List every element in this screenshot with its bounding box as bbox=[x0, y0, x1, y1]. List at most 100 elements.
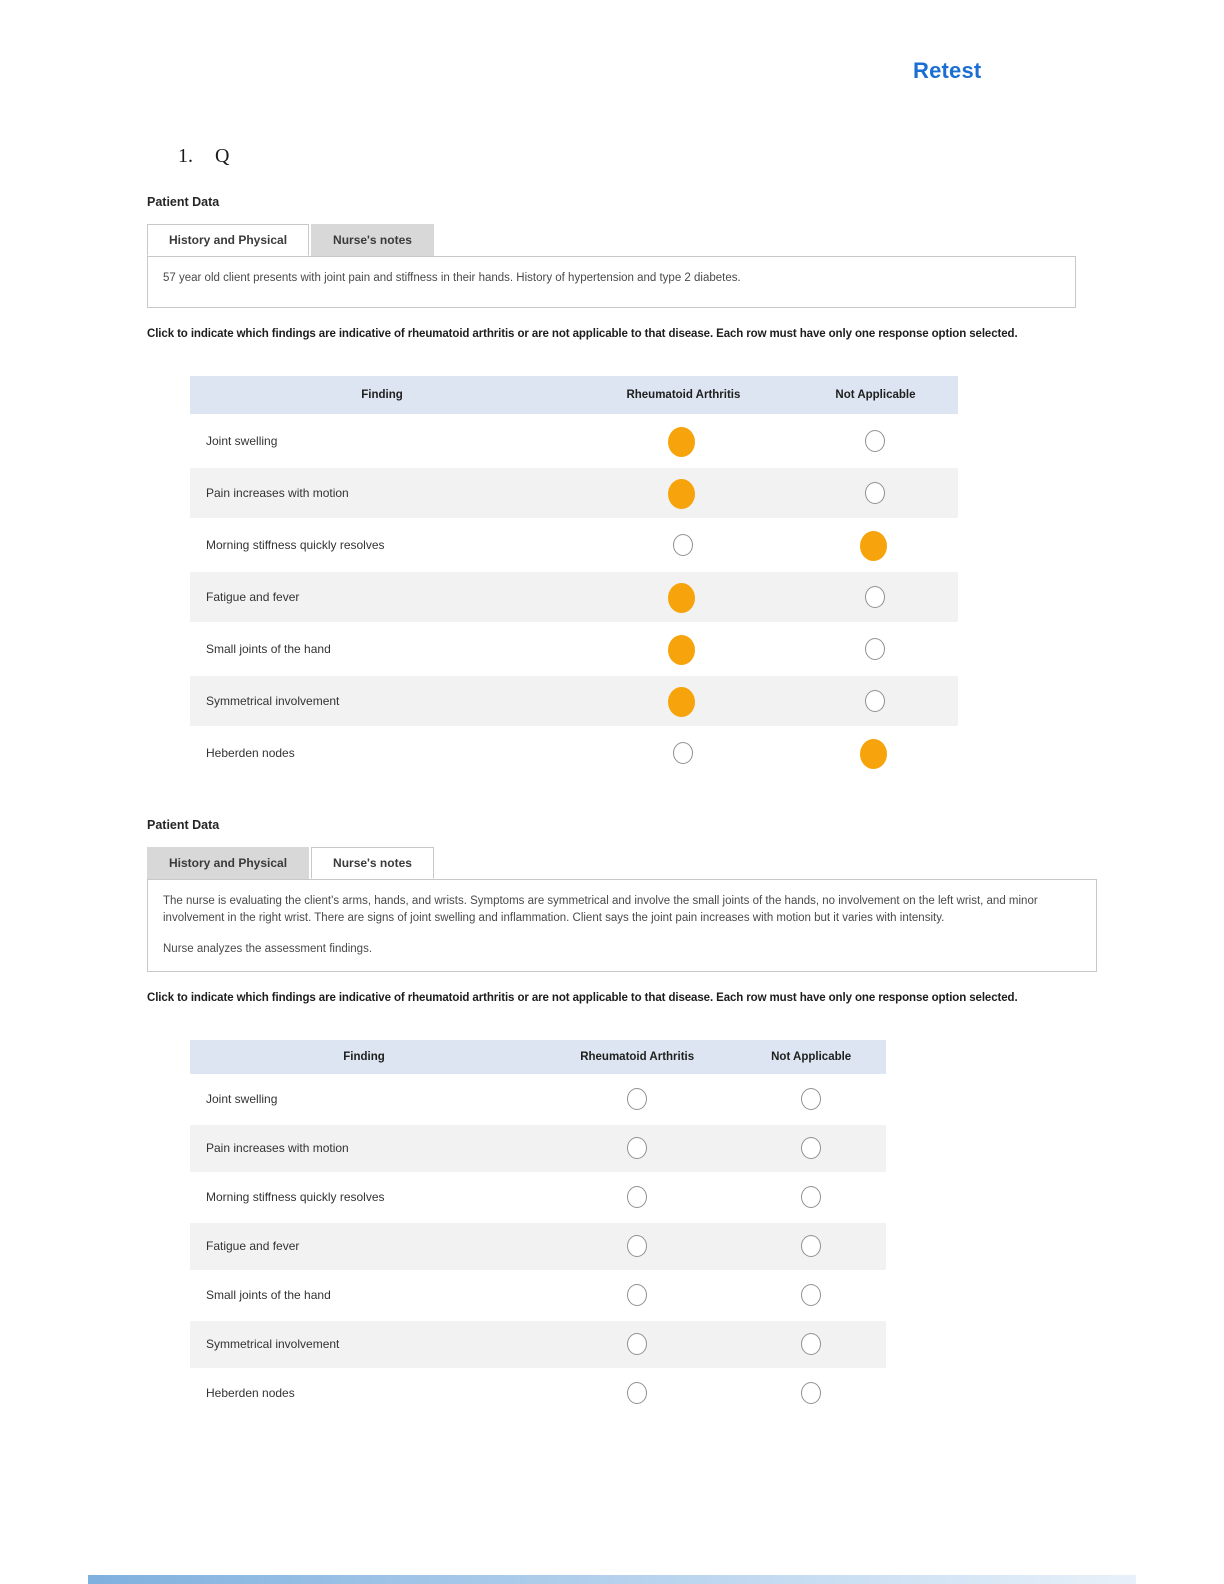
tab-history-and-physical[interactable]: History and Physical bbox=[147, 847, 310, 879]
column-header: Not Applicable bbox=[792, 376, 958, 414]
not-applicable-radio-cell bbox=[736, 1271, 886, 1319]
instruction-text: Click to indicate which findings are ind… bbox=[147, 328, 1018, 340]
finding-label: Morning stiffness quickly resolves bbox=[190, 1173, 538, 1221]
patient-data-section-1: Patient Data History and Physical Nurse's… bbox=[147, 195, 1164, 308]
rheumatoid-arthritis-radio[interactable] bbox=[627, 1088, 648, 1111]
findings-table-answered: Finding Rheumatoid Arthritis Not Applicabl… bbox=[190, 374, 958, 780]
tab-history-and-physical[interactable]: History and Physical bbox=[147, 224, 310, 256]
table-header-row: Finding Rheumatoid Arthritis Not Applicabl… bbox=[190, 1039, 886, 1074]
not-applicable-radio-cell bbox=[792, 468, 958, 518]
rheumatoid-arthritis-radio[interactable] bbox=[673, 534, 694, 556]
question-number: 1. bbox=[178, 145, 193, 167]
not-applicable-radio[interactable] bbox=[865, 482, 886, 504]
rheumatoid-arthritis-radio-cell bbox=[574, 572, 793, 622]
finding-label: Joint swelling bbox=[190, 416, 574, 466]
not-applicable-radio[interactable] bbox=[801, 1284, 822, 1307]
question-heading: 1. Q bbox=[178, 145, 1164, 168]
rheumatoid-arthritis-radio-cell bbox=[538, 1369, 737, 1417]
rheumatoid-arthritis-radio-cell bbox=[574, 520, 793, 570]
rheumatoid-arthritis-radio[interactable] bbox=[668, 427, 696, 457]
table-row: Heberden nodes bbox=[190, 728, 958, 778]
history-physical-note-box: 57 year old client presents with joint p… bbox=[147, 256, 1076, 308]
not-applicable-radio[interactable] bbox=[865, 430, 886, 452]
rheumatoid-arthritis-radio[interactable] bbox=[668, 583, 696, 613]
table-row: Fatigue and fever bbox=[190, 1222, 886, 1270]
not-applicable-radio-cell bbox=[736, 1124, 886, 1172]
note-paragraph: Nurse analyzes the assessment findings. bbox=[163, 942, 373, 955]
rheumatoid-arthritis-radio[interactable] bbox=[627, 1137, 648, 1160]
table-header-row: Finding Rheumatoid Arthritis Not Applicabl… bbox=[190, 376, 958, 414]
not-applicable-radio[interactable] bbox=[801, 1235, 822, 1258]
not-applicable-radio-cell bbox=[736, 1320, 886, 1368]
instruction-text: Click to indicate which findings are ind… bbox=[147, 991, 1018, 1004]
findings-table-blank: Finding Rheumatoid Arthritis Not Applicabl… bbox=[190, 1038, 886, 1419]
finding-label: Joint swelling bbox=[190, 1075, 538, 1123]
note-paragraph: The nurse is evaluating the client's arm… bbox=[163, 895, 1038, 925]
table-row: Morning stiffness quickly resolves bbox=[190, 1173, 886, 1221]
not-applicable-radio[interactable] bbox=[860, 739, 888, 769]
rheumatoid-arthritis-radio[interactable] bbox=[668, 687, 696, 717]
table-row: Symmetrical involvement bbox=[190, 676, 958, 726]
rheumatoid-arthritis-radio-cell bbox=[538, 1173, 737, 1221]
rheumatoid-arthritis-radio[interactable] bbox=[627, 1235, 648, 1258]
page-content: 1. Q Patient Data History and Physical Nur… bbox=[147, 145, 1164, 1419]
rheumatoid-arthritis-radio[interactable] bbox=[668, 635, 696, 665]
rheumatoid-arthritis-radio-cell bbox=[574, 728, 793, 778]
note-text: 57 year old client presents with joint p… bbox=[163, 272, 741, 284]
finding-label: Small joints of the hand bbox=[190, 624, 574, 674]
not-applicable-radio-cell bbox=[792, 728, 958, 778]
rheumatoid-arthritis-radio-cell bbox=[574, 624, 793, 674]
not-applicable-radio[interactable] bbox=[865, 586, 886, 608]
rheumatoid-arthritis-radio-cell bbox=[574, 468, 793, 518]
rheumatoid-arthritis-radio-cell bbox=[538, 1222, 737, 1270]
retest-title: Retest bbox=[913, 58, 982, 83]
tab-nurse-s-notes[interactable]: Nurse's notes bbox=[311, 847, 434, 879]
rheumatoid-arthritis-radio[interactable] bbox=[627, 1382, 648, 1405]
column-header: Not Applicable bbox=[736, 1039, 886, 1074]
rheumatoid-arthritis-radio[interactable] bbox=[627, 1333, 648, 1356]
bottom-accent-bar bbox=[88, 1575, 1136, 1584]
patient-data-heading: Patient Data bbox=[147, 818, 220, 832]
finding-label: Symmetrical involvement bbox=[190, 1320, 538, 1368]
rheumatoid-arthritis-radio[interactable] bbox=[673, 742, 694, 764]
rheumatoid-arthritis-radio[interactable] bbox=[627, 1284, 648, 1307]
column-header: Finding bbox=[190, 376, 574, 414]
table-row: Symmetrical involvement bbox=[190, 1320, 886, 1368]
finding-label: Heberden nodes bbox=[190, 1369, 538, 1417]
finding-label: Pain increases with motion bbox=[190, 1124, 538, 1172]
not-applicable-radio[interactable] bbox=[865, 690, 886, 712]
rheumatoid-arthritis-radio[interactable] bbox=[627, 1186, 648, 1209]
table-row: Fatigue and fever bbox=[190, 572, 958, 622]
not-applicable-radio[interactable] bbox=[801, 1333, 822, 1356]
not-applicable-radio-cell bbox=[792, 416, 958, 466]
question-label: Q bbox=[215, 145, 230, 167]
rheumatoid-arthritis-radio-cell bbox=[538, 1075, 737, 1123]
finding-label: Morning stiffness quickly resolves bbox=[190, 520, 574, 570]
not-applicable-radio-cell bbox=[792, 520, 958, 570]
rheumatoid-arthritis-radio-cell bbox=[574, 676, 793, 726]
not-applicable-radio-cell bbox=[792, 624, 958, 674]
table-row: Small joints of the hand bbox=[190, 1271, 886, 1319]
not-applicable-radio[interactable] bbox=[801, 1088, 822, 1111]
not-applicable-radio[interactable] bbox=[801, 1186, 822, 1209]
patient-data-tabs: History and Physical Nurse's notes bbox=[147, 224, 1164, 256]
not-applicable-radio[interactable] bbox=[860, 531, 888, 561]
finding-label: Small joints of the hand bbox=[190, 1271, 538, 1319]
tab-nurse-s-notes[interactable]: Nurse's notes bbox=[311, 224, 434, 256]
table-row: Joint swelling bbox=[190, 1075, 886, 1123]
table-row: Small joints of the hand bbox=[190, 624, 958, 674]
column-header: Rheumatoid Arthritis bbox=[574, 376, 793, 414]
table-row: Heberden nodes bbox=[190, 1369, 886, 1417]
table-row: Pain increases with motion bbox=[190, 1124, 886, 1172]
not-applicable-radio[interactable] bbox=[801, 1382, 822, 1405]
not-applicable-radio-cell bbox=[736, 1369, 886, 1417]
rheumatoid-arthritis-radio-cell bbox=[574, 416, 793, 466]
patient-data-heading: Patient Data bbox=[147, 195, 220, 209]
table-row: Pain increases with motion bbox=[190, 468, 958, 518]
finding-label: Symmetrical involvement bbox=[190, 676, 574, 726]
not-applicable-radio[interactable] bbox=[801, 1137, 822, 1160]
not-applicable-radio[interactable] bbox=[865, 638, 886, 660]
column-header: Finding bbox=[190, 1039, 538, 1074]
rheumatoid-arthritis-radio[interactable] bbox=[668, 479, 696, 509]
finding-label: Fatigue and fever bbox=[190, 572, 574, 622]
